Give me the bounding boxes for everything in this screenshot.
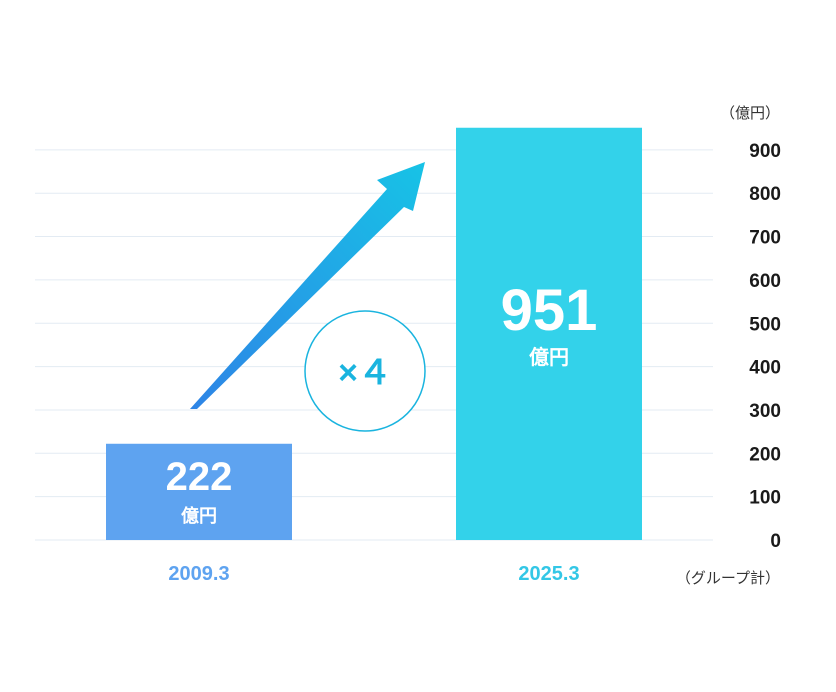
growth-arrow-icon (190, 162, 425, 409)
bar (456, 127, 642, 540)
y-tick-label: 300 (749, 401, 781, 422)
group-total-note: （グループ計） (676, 569, 780, 587)
y-tick-label: 900 (749, 141, 781, 162)
y-tick-label: 600 (749, 271, 781, 292)
bar (106, 443, 292, 540)
multiplier-badge: ×４ (304, 310, 426, 432)
y-axis-ticks: 0 100 200 300 400 500 600 700 800 900 (749, 141, 781, 552)
bar-unit-label: 億円 (529, 345, 569, 369)
y-tick-label: 500 (749, 314, 781, 335)
y-tick-label: 0 (770, 531, 781, 552)
x-category-label: 2009.3 (168, 563, 229, 585)
y-unit-label: （億円） (720, 104, 780, 122)
bar-value-label: 222 (166, 455, 233, 499)
bar-value-label: 951 (501, 278, 598, 343)
x-axis-labels: 2009.3 2025.3 (168, 563, 579, 585)
bar-unit-label: 億円 (181, 505, 217, 527)
y-tick-label: 100 (749, 488, 781, 509)
y-tick-label: 800 (749, 184, 781, 205)
y-tick-label: 400 (749, 358, 781, 379)
multiplier-label: ×４ (338, 354, 392, 392)
x-category-label: 2025.3 (518, 563, 579, 585)
y-tick-label: 200 (749, 444, 781, 465)
y-tick-label: 700 (749, 228, 781, 249)
